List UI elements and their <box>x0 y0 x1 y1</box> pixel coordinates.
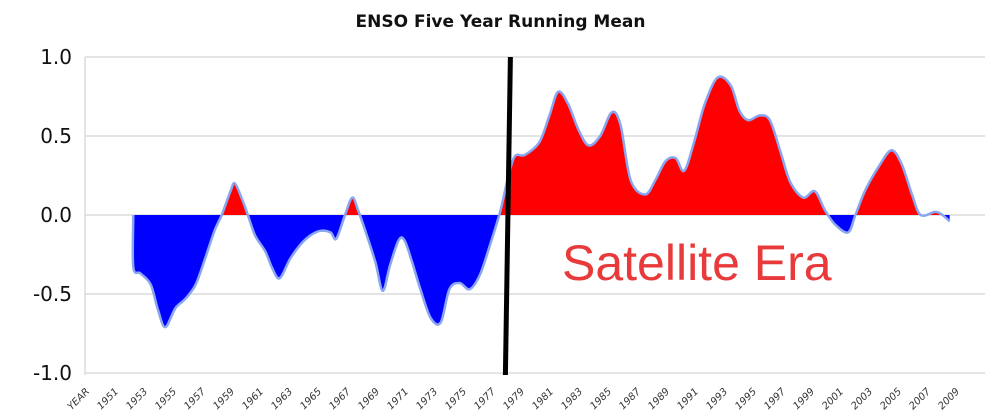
y-tick-label: 0.0 <box>40 203 72 227</box>
x-tick-label: 2009 <box>936 386 962 412</box>
x-tick-label: 1967 <box>327 386 353 412</box>
y-tick-label: -1.0 <box>33 361 72 385</box>
positive-area <box>133 76 950 215</box>
x-tick-label: 1961 <box>240 386 266 412</box>
x-tick-label: 1991 <box>675 386 701 412</box>
x-tick-label: 1975 <box>443 386 469 412</box>
x-tick-label: 1969 <box>356 386 382 412</box>
x-tick-label: 1979 <box>501 386 527 412</box>
x-tick-label: 1997 <box>762 386 788 412</box>
negative-area <box>132 215 950 328</box>
x-tick-label: 1983 <box>559 386 585 412</box>
x-tick-label: 1957 <box>182 386 208 412</box>
y-tick-label: 0.5 <box>40 124 72 148</box>
y-tick-label: -0.5 <box>33 282 72 306</box>
x-tick-label: 1989 <box>646 386 672 412</box>
x-tick-label: 2001 <box>820 386 846 412</box>
x-tick-label: 1995 <box>733 386 759 412</box>
x-tick-label: 1999 <box>791 386 817 412</box>
satellite-era-marker <box>502 56 513 376</box>
series-line <box>131 75 951 329</box>
x-tick-label: 1973 <box>414 386 440 412</box>
x-tick-label: 2007 <box>907 386 933 412</box>
x-tick-label: 1981 <box>530 386 556 412</box>
x-tick-label: 1987 <box>617 386 643 412</box>
x-tick-label: 1951 <box>95 386 121 412</box>
x-tick-label: 1953 <box>124 386 150 412</box>
chart-title: ENSO Five Year Running Mean <box>355 12 646 32</box>
x-tick-label: 2003 <box>849 386 875 412</box>
x-tick-label: 1985 <box>588 386 614 412</box>
x-tick-label: 1959 <box>211 386 237 412</box>
y-tick-label: 1.0 <box>40 45 72 69</box>
x-tick-label: 1993 <box>704 386 730 412</box>
satellite-era-label: Satellite Era <box>562 235 832 291</box>
x-tick-label: YEAR <box>66 386 92 412</box>
x-tick-label: 1971 <box>385 386 411 412</box>
x-tick-label: 1965 <box>298 386 324 412</box>
x-tick-label: 1955 <box>153 386 179 412</box>
x-tick-label: 1977 <box>472 386 498 412</box>
x-tick-label: 2005 <box>878 386 904 412</box>
x-tick-label: 1963 <box>269 386 295 412</box>
